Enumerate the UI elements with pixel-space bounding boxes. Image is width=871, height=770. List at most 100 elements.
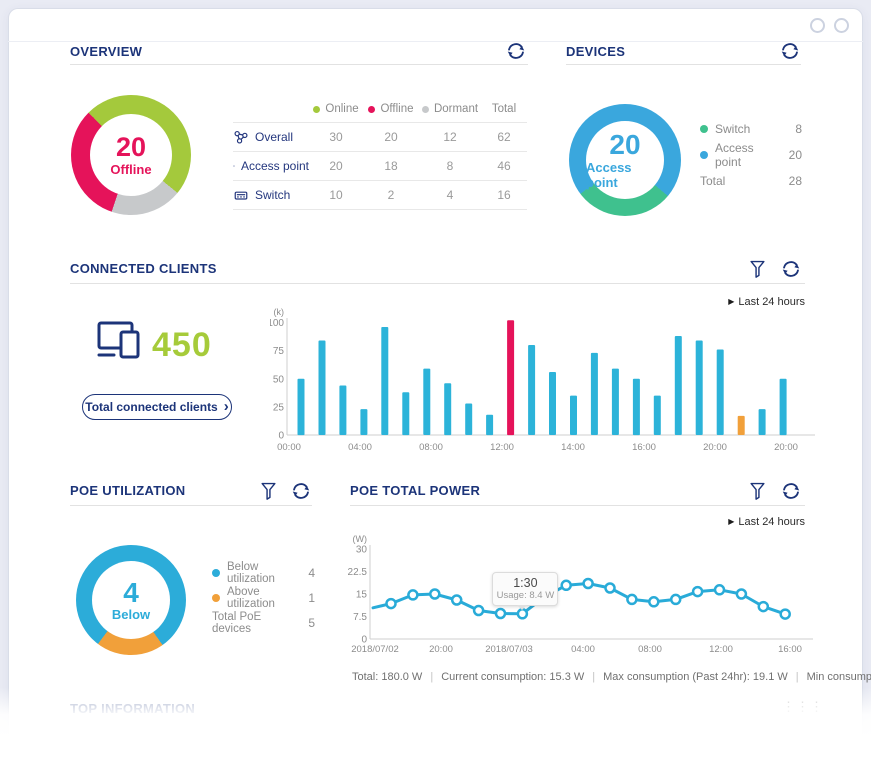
svg-text:00:00: 00:00	[277, 442, 301, 453]
overall-topology-icon	[234, 130, 248, 144]
connected-clients-panel-title: CONNECTED CLIENTS	[70, 261, 217, 276]
poe-utilization-legend: Below utilization 4 Above utilization 1 To…	[212, 560, 315, 635]
tooltip-time: 1:30	[513, 575, 538, 590]
total-clients-count: 450	[152, 326, 212, 364]
period-selector[interactable]: ▶ Last 24 hours	[728, 296, 805, 308]
svg-text:04:00: 04:00	[571, 644, 595, 655]
stat-current: Current consumption: 15.3 W	[441, 671, 585, 683]
offline-dot-icon	[368, 105, 376, 113]
window-control-icon[interactable]	[834, 18, 849, 33]
access-point-dot-icon	[700, 151, 708, 159]
connected-devices-icon	[96, 320, 148, 373]
tooltip-value: Usage: 8.4 W	[496, 589, 555, 601]
svg-text:20:00: 20:00	[774, 442, 798, 453]
svg-text:(k): (k)	[274, 307, 285, 317]
svg-text:2018/07/02: 2018/07/02	[351, 644, 399, 655]
table-row-access-point: Access point 20 18 8 46	[233, 152, 527, 181]
overview-donut-label: Offline	[110, 161, 152, 177]
refresh-icon[interactable]	[290, 480, 312, 502]
window-control-icon[interactable]	[810, 18, 825, 33]
col-header-total: Total	[491, 103, 517, 115]
overview-panel-title: OVERVIEW	[70, 44, 143, 59]
legend-item: Above utilization 1	[212, 585, 315, 610]
window-titlebar	[8, 8, 863, 42]
divider	[70, 64, 528, 65]
svg-text:(W): (W)	[353, 534, 368, 544]
devices-panel-title: DEVICES	[566, 44, 626, 59]
dormant-dot-icon	[421, 105, 429, 113]
switch-icon	[234, 191, 248, 200]
table-header-row: Online Offline Dormant Total	[233, 96, 527, 123]
legend-item: Below utilization 4	[212, 560, 315, 585]
online-dot-icon	[313, 105, 321, 113]
poe-donut-label: Below	[111, 607, 151, 623]
divider	[566, 64, 801, 65]
svg-text:14:00: 14:00	[561, 442, 585, 453]
filter-icon[interactable]	[748, 259, 767, 281]
poe-power-stats: Total: 180.0 W | Current consumption: 15.3…	[352, 671, 871, 683]
table-row-overall: Overall 30 20 12 62	[233, 123, 527, 152]
svg-text:100: 100	[270, 318, 284, 329]
overview-donut-chart: 20 Offline	[71, 95, 191, 215]
divider	[70, 505, 312, 506]
switch-dot-icon	[700, 125, 708, 133]
chart-tooltip: 1:30 Usage: 8.4 W	[492, 571, 559, 610]
svg-text:22.5: 22.5	[348, 567, 368, 578]
svg-text:50: 50	[273, 374, 285, 385]
divider	[70, 283, 805, 284]
above-utilization-dot-icon	[212, 593, 220, 602]
chevron-right-icon: ›	[223, 397, 229, 415]
refresh-icon[interactable]	[779, 40, 801, 62]
legend-item: Switch 8	[700, 116, 802, 142]
filter-icon[interactable]	[748, 481, 767, 503]
collapse-arrow-icon: ▶	[728, 297, 735, 306]
total-connected-clients-button[interactable]: Total connected clients ›	[82, 394, 232, 420]
legend-item: Access point 20	[700, 141, 802, 169]
refresh-icon[interactable]	[780, 258, 802, 280]
devices-donut-value: 20	[609, 129, 641, 161]
overview-donut-value: 20	[115, 132, 147, 163]
col-header-offline: Offline	[380, 103, 414, 115]
table-row-switch: Switch 10 2 4 16	[233, 181, 527, 210]
devices-donut-label: Access point	[586, 159, 632, 190]
legend-item-total: Total PoE devices 5	[212, 610, 315, 635]
svg-text:12:00: 12:00	[709, 644, 733, 655]
svg-text:16:00: 16:00	[778, 644, 802, 655]
more-options-icon[interactable]: ⋮⋮⋮	[782, 699, 824, 714]
overview-status-table: Online Offline Dormant Total Overall 30 …	[233, 96, 527, 210]
stat-total: Total: 180.0 W	[352, 671, 423, 683]
stat-min: Min consumption (Past 24hr): 1.3 W	[806, 671, 871, 683]
svg-text:08:00: 08:00	[638, 644, 662, 655]
poe-utilization-panel-title: POE UTILIZATION	[70, 483, 186, 498]
svg-text:20:00: 20:00	[703, 442, 727, 453]
access-point-icon	[233, 165, 235, 167]
svg-text:0: 0	[278, 431, 284, 442]
svg-text:30: 30	[356, 545, 368, 556]
top-information-panel-title: TOP INFORMATION	[70, 701, 196, 716]
svg-text:12:00: 12:00	[490, 442, 514, 453]
connected-clients-bar-chart[interactable]: (k) 100 75 50 25 0 00:00 04:00 08:00 12:00 14:00 16…	[270, 302, 820, 464]
poe-donut-value: 4	[123, 576, 139, 608]
filter-icon[interactable]	[259, 481, 278, 503]
devices-donut-chart: 20 Access point	[569, 104, 681, 216]
svg-text:08:00: 08:00	[419, 442, 443, 453]
col-header-dormant: Dormant	[433, 103, 479, 115]
refresh-icon[interactable]	[780, 480, 802, 502]
svg-text:7.5: 7.5	[353, 612, 367, 623]
poe-total-power-line-chart[interactable]: 1:30 Usage: 8.4 W (W) 30 22.5 15 7.5 0 2018/07…	[345, 533, 823, 665]
legend-item-total: Total 28	[700, 174, 802, 188]
devices-legend: Switch 8 Access point 20 Total 28	[700, 116, 802, 194]
svg-text:16:00: 16:00	[632, 442, 656, 453]
svg-text:2018/07/03: 2018/07/03	[485, 644, 533, 655]
refresh-icon[interactable]	[505, 40, 527, 62]
poe-total-power-panel-title: POE TOTAL POWER	[350, 483, 481, 498]
period-selector[interactable]: ▶ Last 24 hours	[728, 516, 805, 528]
below-utilization-dot-icon	[212, 568, 220, 577]
svg-text:0: 0	[361, 635, 367, 646]
stat-max: Max consumption (Past 24hr): 19.1 W	[603, 671, 788, 683]
svg-text:20:00: 20:00	[429, 644, 453, 655]
svg-text:75: 75	[273, 346, 285, 357]
svg-text:04:00: 04:00	[348, 442, 372, 453]
poe-utilization-donut-chart: 4 Below	[76, 545, 186, 655]
